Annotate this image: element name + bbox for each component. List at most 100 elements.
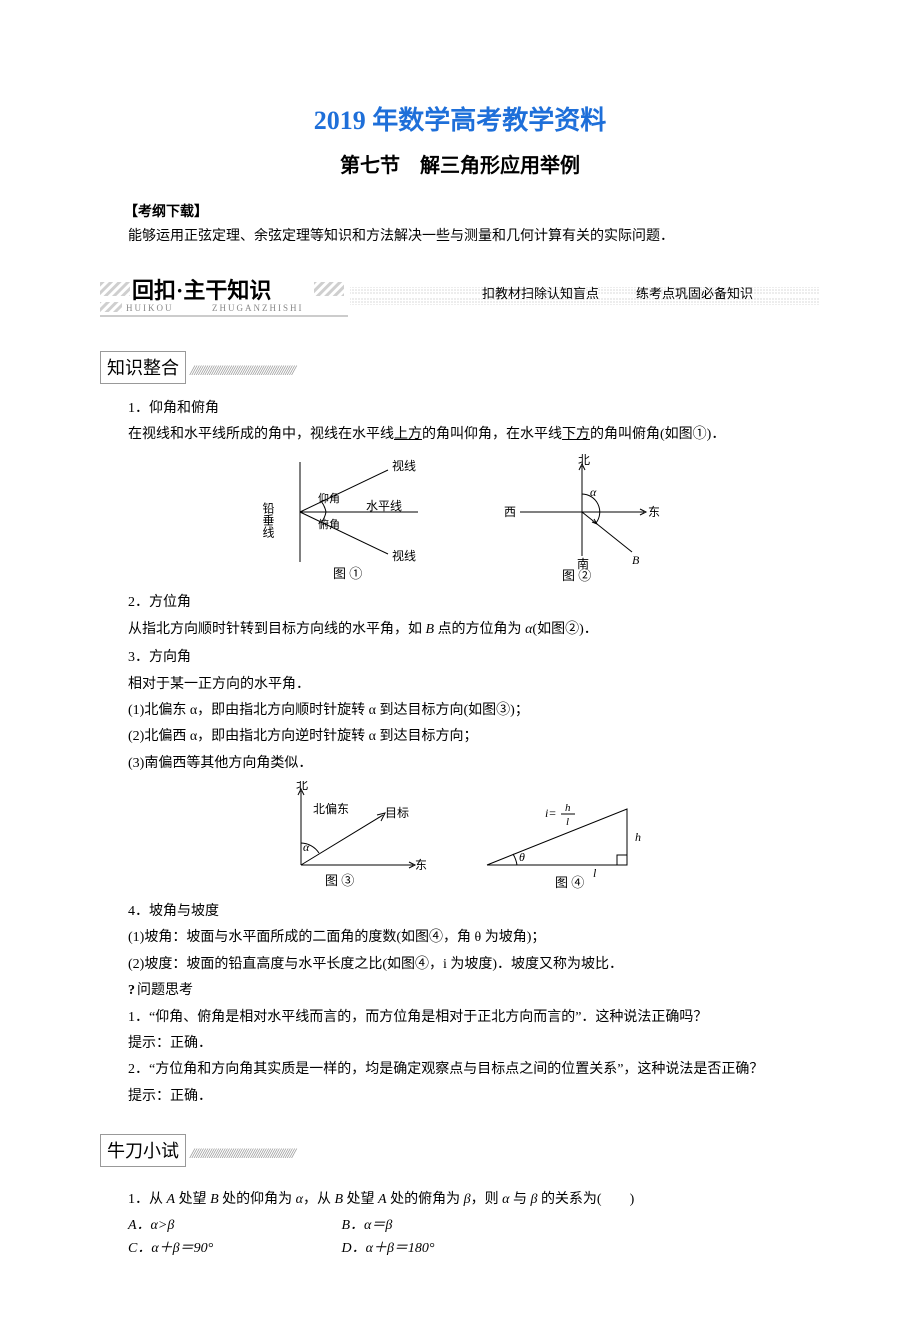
var-B1: B — [210, 1192, 219, 1207]
p1-options-row1: A．α>β B．α＝β — [128, 1215, 820, 1237]
s3-2: (2)北偏西 α，即由指北方向逆时针旋转 α 到达目标方向； — [128, 726, 820, 748]
tab-hatch-icon: ////////////////////////////////////////… — [190, 359, 294, 383]
var-B: B — [426, 622, 435, 637]
svg-text:仰角: 仰角 — [318, 491, 340, 505]
s3-3: (3)南偏西等其他方向角类似． — [128, 753, 820, 775]
svg-text:目标: 目标 — [385, 806, 409, 820]
banner-pinyin-r: ZHUGANZHISHI — [212, 303, 304, 313]
practice-tab: 牛刀小试 — [100, 1134, 186, 1167]
svg-text:东: 东 — [415, 858, 427, 872]
knowledge-tab: 知识整合 — [100, 351, 186, 384]
p1g: ，则 — [471, 1192, 503, 1207]
var-B2: B — [334, 1192, 343, 1207]
section-banner: 回扣·主干知识 HUIKOU ZHUGANZHISHI 扣教材扫除认知盲点 练考… — [100, 274, 820, 318]
s1-body-a: 在视线和水平线所成的角中，视线在水平线 — [128, 427, 394, 442]
opt-B: B．α＝β — [342, 1215, 552, 1237]
s4-1: (1)坡角：坡面与水平面所成的二面角的度数(如图④，角 θ 为坡角)； — [128, 927, 820, 949]
knowledge-tab-label: 知识整合 — [107, 358, 179, 378]
s1-body: 在视线和水平线所成的角中，视线在水平线上方的角叫仰角，在水平线下方的角叫俯角(如… — [100, 424, 820, 446]
svg-text:图 ①: 图 ① — [333, 566, 362, 581]
var-beta1: β — [464, 1192, 471, 1207]
svg-text:北偏东: 北偏东 — [313, 801, 349, 816]
opt-C-text: C．α＋β＝90° — [128, 1241, 213, 1256]
svg-text:水平线: 水平线 — [366, 499, 402, 513]
svg-text:视线: 视线 — [392, 548, 416, 563]
s1-below: 下方 — [562, 427, 590, 442]
svg-text:h: h — [635, 830, 641, 844]
opt-A-text: A．α>β — [128, 1218, 174, 1233]
svg-text:铅垂线: 铅垂线 — [261, 502, 275, 538]
s2-c: (如图②)． — [532, 622, 597, 637]
s4-2: (2)坡度：坡面的铅直高度与水平长度之比(如图④，i 为坡度)．坡度又称为坡比． — [128, 954, 820, 976]
s2-title: 2．方位角 — [128, 592, 820, 614]
s3-title: 3．方向角 — [128, 647, 820, 669]
figure-3: 北 东 北偏东 目标 α 图 ③ — [253, 781, 433, 891]
svg-text:i=: i= — [545, 806, 556, 820]
svg-text:北: 北 — [296, 781, 308, 792]
p1-options-row2: C．α＋β＝90° D．α＋β＝180° — [128, 1238, 820, 1260]
banner-right-2: 练考点巩固必备知识 — [636, 286, 753, 301]
banner-right-1: 扣教材扫除认知盲点 — [482, 286, 599, 301]
svg-text:视线: 视线 — [392, 458, 416, 473]
syllabus-text: 能够运用正弦定理、余弦定理等知识和方法解决一些与测量和几何计算有关的实际问题． — [100, 226, 820, 248]
svg-text:俯角: 俯角 — [318, 517, 340, 531]
var-alpha1: α — [296, 1192, 303, 1207]
opt-B-text: B．α＝β — [342, 1218, 393, 1233]
q1: 1．“仰角、俯角是相对水平线而言的，而方位角是相对于正北方向而言的”．这种说法正… — [100, 1007, 820, 1029]
main-title: 2019 年数学高考教学资料 — [100, 100, 820, 142]
s4-title: 4．坡角与坡度 — [128, 901, 820, 923]
svg-text:α: α — [590, 485, 597, 499]
figure-4: i= h l h l θ 图 ④ — [467, 781, 667, 891]
practice-tab-label: 牛刀小试 — [107, 1141, 179, 1161]
p1f: 处的俯角为 — [387, 1192, 464, 1207]
svg-text:B: B — [632, 553, 640, 567]
figure-2: 北 南 东 西 α B 图 ② — [492, 452, 672, 582]
figure-row-1: 视线 视线 水平线 铅垂线 仰角 俯角 图 ① 北 南 东 西 α B 图 ② — [100, 452, 820, 582]
svg-text:l: l — [593, 866, 597, 880]
s2-a: 从指北方向顺时针转到目标方向线的水平角，如 — [128, 622, 426, 637]
syllabus-tag: 【考纲下载】 — [124, 200, 820, 222]
figure-1: 视线 视线 水平线 铅垂线 仰角 俯角 图 ① — [248, 452, 458, 582]
s1-above: 上方 — [394, 427, 422, 442]
svg-text:图 ③: 图 ③ — [325, 873, 354, 888]
opt-D: D．α＋β＝180° — [342, 1238, 552, 1260]
svg-text:l: l — [566, 816, 569, 828]
svg-text:α: α — [303, 840, 310, 854]
svg-text:图 ④: 图 ④ — [555, 875, 584, 890]
question-think: ?问题思考 — [128, 980, 820, 1002]
opt-D-text: D．α＋β＝180° — [342, 1241, 435, 1256]
p1-stem: 1．从 A 处望 B 处的仰角为 α，从 B 处望 A 处的俯角为 β，则 α … — [100, 1189, 820, 1211]
s1-title: 1．仰角和俯角 — [128, 398, 820, 420]
p1h: 与 — [509, 1192, 530, 1207]
svg-text:θ: θ — [519, 850, 525, 864]
banner-left-main: 回扣·主干知识 — [132, 278, 271, 303]
tab-hatch-icon-2: ////////////////////////////////////////… — [190, 1142, 294, 1166]
hint1: 提示：正确． — [128, 1033, 820, 1055]
var-A2: A — [378, 1192, 387, 1207]
banner-pinyin-l: HUIKOU — [126, 303, 174, 313]
opt-C: C．α＋β＝90° — [128, 1238, 338, 1260]
s2-body: 从指北方向顺时针转到目标方向线的水平角，如 B 点的方位角为 α(如图②)． — [100, 619, 820, 641]
question-icon: ? — [128, 980, 135, 1002]
q2: 2．“方位角和方向角其实质是一样的，均是确定观察点与目标点之间的位置关系”，这种… — [100, 1059, 820, 1081]
opt-A: A．α>β — [128, 1215, 338, 1237]
p1i: 的关系为( ) — [537, 1192, 634, 1207]
p1e: 处望 — [343, 1192, 378, 1207]
s3-body: 相对于某一正方向的水平角． — [100, 674, 820, 696]
svg-text:东: 东 — [648, 505, 660, 519]
svg-text:北: 北 — [578, 453, 590, 467]
p1b: 处望 — [175, 1192, 210, 1207]
svg-text:h: h — [565, 802, 571, 814]
hint2: 提示：正确． — [128, 1086, 820, 1108]
sub-title: 第七节 解三角形应用举例 — [100, 150, 820, 182]
var-A1: A — [167, 1192, 176, 1207]
p1d: ，从 — [303, 1192, 335, 1207]
s1-body-c: 的角叫俯角(如图①)． — [590, 427, 725, 442]
p1c: 处的仰角为 — [219, 1192, 296, 1207]
figure-row-2: 北 东 北偏东 目标 α 图 ③ i= h l h l θ 图 ④ — [100, 781, 820, 891]
s3-1: (1)北偏东 α，即由指北方向顺时针旋转 α 到达目标方向(如图③)； — [128, 700, 820, 722]
s1-body-b: 的角叫仰角，在水平线 — [422, 427, 562, 442]
question-think-label: 问题思考 — [137, 983, 193, 998]
p1a: 1．从 — [128, 1192, 167, 1207]
s2-b: 点的方位角为 — [434, 622, 525, 637]
